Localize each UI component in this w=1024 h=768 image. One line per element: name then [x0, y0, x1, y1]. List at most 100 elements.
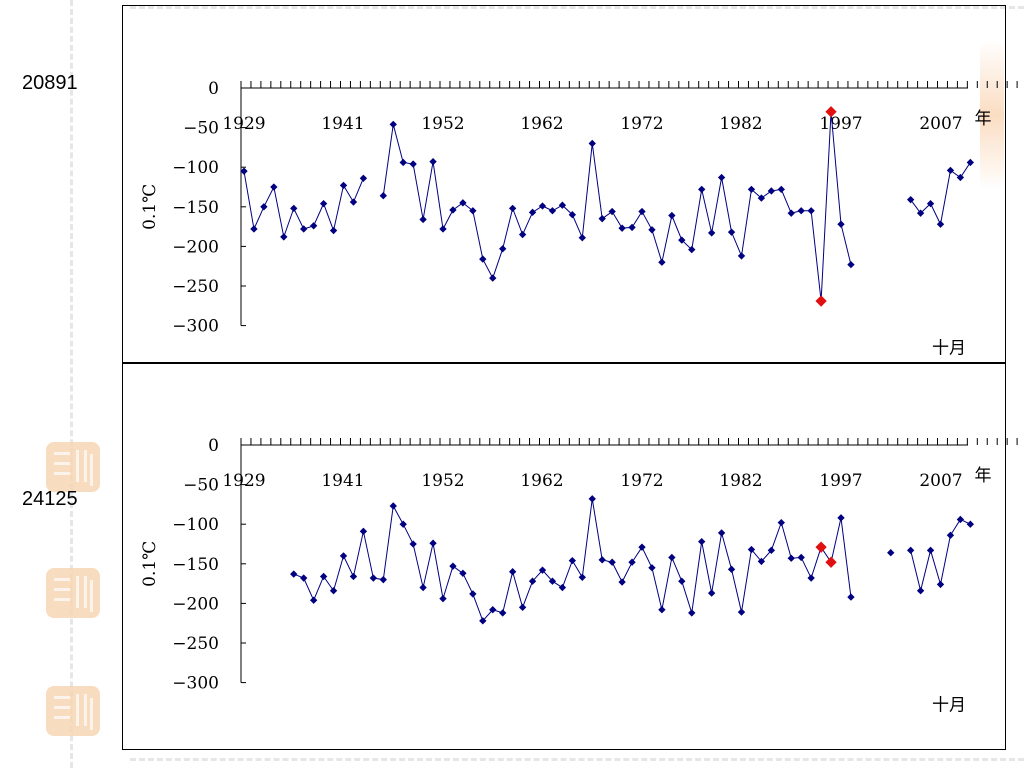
data-point — [598, 556, 606, 564]
data-point — [389, 502, 397, 510]
data-point — [459, 569, 467, 577]
data-point — [777, 518, 785, 527]
x-year-label: 1952 — [421, 471, 464, 491]
data-point — [906, 195, 915, 204]
station-id-label: 24125 — [22, 488, 78, 510]
x-year-label: 1962 — [520, 471, 563, 491]
y-tick-label: −200 — [172, 594, 219, 614]
data-point — [359, 174, 368, 182]
data-point — [469, 590, 477, 598]
data-point — [648, 564, 656, 572]
x-year-label: 2007 — [919, 114, 962, 134]
data-point — [767, 546, 776, 555]
y-axis-label: 0.1℃ — [140, 541, 160, 587]
data-point — [727, 228, 736, 236]
data-point — [628, 223, 636, 232]
data-point — [737, 252, 746, 260]
data-point — [339, 552, 348, 560]
data-point — [329, 226, 338, 235]
data-point — [658, 258, 666, 266]
y-tick-label: −250 — [172, 277, 219, 297]
data-point — [926, 546, 935, 555]
data-point — [489, 606, 497, 614]
data-point — [449, 206, 457, 214]
data-point — [847, 593, 855, 601]
y-axis-label: 0.1℃ — [140, 184, 160, 230]
data-point — [548, 207, 557, 215]
data-point — [309, 222, 318, 230]
x-year-label: 1972 — [620, 471, 663, 491]
series-line — [382, 111, 852, 302]
x-year-label: 1941 — [321, 114, 364, 134]
data-point — [300, 225, 308, 233]
data-point — [429, 157, 437, 166]
data-point — [608, 558, 616, 566]
data-point — [568, 211, 577, 219]
data-point — [956, 173, 965, 182]
x-year-label: 2007 — [919, 471, 962, 491]
y-tick-label: −250 — [172, 634, 219, 654]
x-axis-label: 年 — [975, 109, 992, 129]
data-point — [906, 546, 915, 555]
month-label: 十月 — [932, 339, 966, 359]
data-point — [678, 577, 686, 585]
data-point — [757, 194, 766, 202]
data-point — [439, 594, 447, 603]
data-point — [369, 574, 378, 582]
x-year-label: 1929 — [222, 114, 265, 134]
data-point — [608, 207, 616, 216]
data-point — [727, 565, 736, 574]
data-point — [359, 527, 368, 536]
x-year-label: 1982 — [719, 114, 762, 134]
data-point — [717, 173, 726, 182]
data-point — [409, 540, 417, 548]
seal-stamp-icon — [46, 442, 100, 492]
y-tick-label: −300 — [172, 674, 219, 694]
data-point — [399, 158, 407, 167]
data-point — [936, 220, 945, 228]
data-point — [429, 539, 437, 547]
data-point — [966, 158, 975, 167]
data-point — [349, 198, 358, 206]
line-chart-station-2: 0 −50 −100 −150 −200 −250 −300 1929 1941 1952 1962… — [140, 436, 1018, 716]
data-point — [528, 208, 537, 217]
x-year-label: 1982 — [719, 471, 762, 491]
data-point — [349, 572, 358, 581]
data-point — [568, 556, 577, 565]
highlight-point — [815, 541, 827, 553]
data-point — [449, 562, 457, 570]
data-point — [508, 204, 517, 213]
data-point — [598, 215, 606, 223]
data-point — [837, 220, 845, 228]
data-point — [240, 167, 248, 175]
data-point — [379, 192, 387, 200]
y-tick-label: 0 — [208, 79, 219, 99]
data-point — [319, 199, 328, 208]
data-point — [698, 185, 706, 194]
chart-panel-1: 0 −50 −100 −150 −200 −250 −300 1929 1941 1952 1962… — [122, 5, 1018, 364]
data-point — [300, 574, 308, 582]
chart-panel-2: 0 −50 −100 −150 −200 −250 −300 1929 1941 1952 1962… — [122, 362, 1018, 750]
data-point — [747, 545, 756, 554]
data-point — [628, 558, 636, 566]
data-point — [389, 120, 397, 129]
data-point — [290, 570, 298, 578]
data-point — [698, 537, 706, 546]
data-point — [558, 583, 567, 592]
data-point — [588, 495, 596, 503]
y-tick-label: −150 — [172, 555, 219, 575]
data-point — [518, 603, 527, 612]
data-point — [528, 577, 537, 585]
y-tick-label: −50 — [183, 476, 219, 496]
data-point — [717, 529, 726, 537]
data-point — [588, 139, 596, 148]
data-point — [260, 203, 268, 211]
data-point — [737, 608, 746, 616]
data-point — [479, 617, 487, 625]
y-tick-label: −300 — [172, 317, 219, 337]
data-point — [329, 587, 338, 595]
x-year-label: 1941 — [321, 471, 364, 491]
y-tick-label: −100 — [172, 515, 219, 535]
data-point — [479, 255, 487, 263]
data-point — [767, 187, 776, 195]
